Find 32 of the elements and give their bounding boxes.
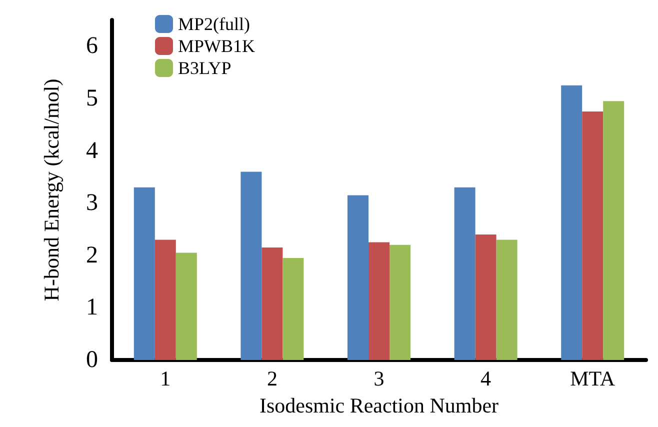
y-tick-label: 3: [86, 190, 98, 216]
bar: [582, 112, 604, 360]
bar: [603, 101, 624, 360]
legend-label: MP2(full): [178, 14, 250, 34]
y-tick-label: 2: [86, 242, 98, 268]
y-tick-label: 0: [86, 347, 98, 373]
bar: [390, 244, 410, 360]
x-tick-label: 3: [374, 366, 384, 390]
bar: [176, 252, 197, 360]
bar: [348, 195, 368, 360]
x-axis-title: Isodesmic Reaction Number: [259, 394, 499, 418]
bar: [561, 85, 582, 360]
x-tick-label: 2: [266, 366, 278, 390]
y-tick-label: 1: [86, 294, 98, 321]
x-tick-label: MTA: [570, 366, 616, 390]
x-tick-label: 4: [480, 366, 492, 390]
y-tick-label: 4: [86, 138, 98, 164]
bar: [454, 187, 476, 360]
legend-label: B3LYP: [178, 58, 232, 78]
y-tick-label: 6: [86, 33, 98, 60]
bar: [282, 258, 304, 360]
bar: [134, 187, 155, 360]
bar: [368, 242, 390, 360]
bar: [154, 240, 176, 360]
bar: [262, 248, 283, 360]
bar: [496, 240, 518, 360]
bar: [475, 234, 496, 360]
y-tick-label: 5: [86, 85, 98, 112]
x-tick-label: 1: [160, 366, 171, 390]
legend-label: MPWB1K: [178, 36, 256, 56]
bar: [240, 172, 262, 360]
y-axis-title: H-bond Energy (kcal/mol): [40, 78, 64, 302]
